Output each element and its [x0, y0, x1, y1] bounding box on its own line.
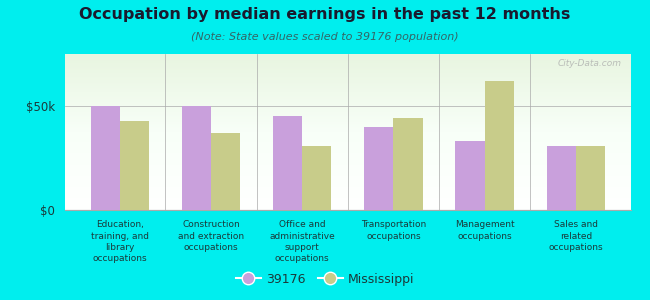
Bar	[547, 146, 576, 210]
Bar	[182, 106, 211, 210]
Bar	[393, 118, 422, 210]
Bar	[484, 81, 514, 210]
Text: Occupation by median earnings in the past 12 months: Occupation by median earnings in the pas…	[79, 8, 571, 22]
Bar	[211, 133, 240, 210]
Bar	[120, 121, 149, 210]
Text: City-Data.com: City-Data.com	[558, 59, 622, 68]
Bar	[456, 141, 484, 210]
Bar	[302, 146, 332, 210]
Bar	[273, 116, 302, 210]
Bar	[90, 106, 120, 210]
Legend: 39176, Mississippi: 39176, Mississippi	[231, 268, 419, 291]
Text: (Note: State values scaled to 39176 population): (Note: State values scaled to 39176 popu…	[191, 32, 459, 41]
Bar	[576, 146, 605, 210]
Bar	[364, 127, 393, 210]
